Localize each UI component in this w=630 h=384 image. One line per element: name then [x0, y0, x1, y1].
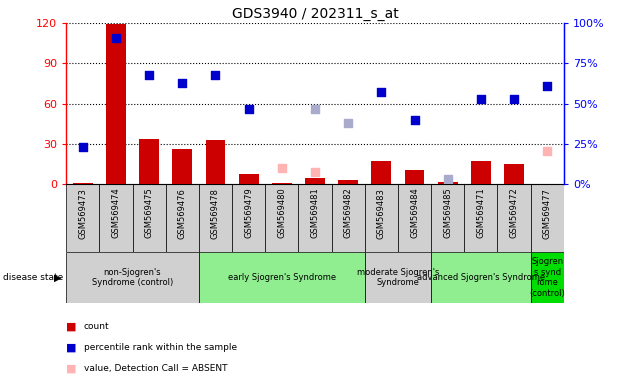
Text: value, Detection Call = ABSENT: value, Detection Call = ABSENT — [84, 364, 227, 373]
Bar — [166, 184, 199, 252]
Bar — [504, 164, 524, 184]
Bar — [498, 184, 530, 252]
Point — [476, 96, 486, 102]
Point — [177, 79, 187, 86]
Text: GSM569480: GSM569480 — [277, 188, 286, 238]
Point — [443, 176, 453, 182]
Point — [210, 71, 220, 78]
Text: advanced Sjogren's Syndrome: advanced Sjogren's Syndrome — [417, 273, 545, 282]
Bar — [372, 161, 391, 184]
Bar — [438, 182, 457, 184]
Point — [410, 117, 420, 123]
Bar — [73, 183, 93, 184]
Bar — [272, 183, 292, 184]
Bar — [199, 252, 365, 303]
Text: GSM569477: GSM569477 — [543, 188, 552, 238]
Bar — [265, 184, 299, 252]
Point — [376, 89, 386, 96]
Bar — [173, 149, 192, 184]
Bar — [431, 252, 530, 303]
Bar — [404, 170, 425, 184]
Text: GSM569475: GSM569475 — [145, 188, 154, 238]
Text: GSM569485: GSM569485 — [444, 188, 452, 238]
Point — [310, 169, 320, 175]
Text: Sjogren
s synd
rome
(control): Sjogren s synd rome (control) — [529, 257, 565, 298]
Bar — [66, 252, 199, 303]
Text: GSM569471: GSM569471 — [476, 188, 485, 238]
Text: GSM569476: GSM569476 — [178, 188, 186, 238]
Point — [111, 35, 121, 41]
Text: GSM569478: GSM569478 — [211, 188, 220, 238]
Text: non-Sjogren's
Syndrome (control): non-Sjogren's Syndrome (control) — [92, 268, 173, 287]
Bar — [199, 184, 232, 252]
Text: ■: ■ — [66, 343, 77, 353]
Point — [310, 106, 320, 112]
Bar — [471, 161, 491, 184]
Text: count: count — [84, 322, 110, 331]
Point — [277, 165, 287, 171]
Point — [144, 71, 154, 78]
Text: ■: ■ — [66, 364, 77, 374]
Text: GSM569474: GSM569474 — [112, 188, 120, 238]
Bar — [132, 184, 166, 252]
Text: GSM569472: GSM569472 — [510, 188, 518, 238]
Bar — [305, 177, 325, 184]
Text: early Sjogren's Syndrome: early Sjogren's Syndrome — [228, 273, 336, 282]
Bar — [338, 180, 358, 184]
Text: GSM569473: GSM569473 — [78, 188, 87, 238]
Text: moderate Sjogren's
Syndrome: moderate Sjogren's Syndrome — [357, 268, 439, 287]
Point — [244, 106, 254, 112]
Bar — [100, 184, 132, 252]
Bar — [106, 25, 126, 184]
Text: disease state: disease state — [3, 273, 64, 282]
Bar — [464, 184, 498, 252]
Text: GSM569482: GSM569482 — [344, 188, 353, 238]
Bar — [530, 184, 564, 252]
Bar — [232, 184, 265, 252]
Text: GSM569484: GSM569484 — [410, 188, 419, 238]
Text: GSM569479: GSM569479 — [244, 188, 253, 238]
Bar — [331, 184, 365, 252]
Text: percentile rank within the sample: percentile rank within the sample — [84, 343, 237, 352]
Text: GSM569481: GSM569481 — [311, 188, 319, 238]
Title: GDS3940 / 202311_s_at: GDS3940 / 202311_s_at — [232, 7, 398, 21]
Point — [343, 120, 353, 126]
Text: GSM569483: GSM569483 — [377, 188, 386, 238]
Bar — [431, 184, 464, 252]
Point — [542, 83, 553, 89]
Bar — [239, 174, 258, 184]
Bar — [365, 184, 398, 252]
Point — [77, 144, 88, 150]
Point — [542, 148, 553, 154]
Bar — [299, 184, 331, 252]
Bar — [398, 184, 431, 252]
Bar — [205, 140, 226, 184]
Bar — [530, 252, 564, 303]
Bar — [66, 184, 100, 252]
Point — [509, 96, 519, 102]
Text: ▶: ▶ — [54, 272, 61, 283]
Text: ■: ■ — [66, 321, 77, 331]
Bar — [365, 252, 431, 303]
Bar — [139, 139, 159, 184]
